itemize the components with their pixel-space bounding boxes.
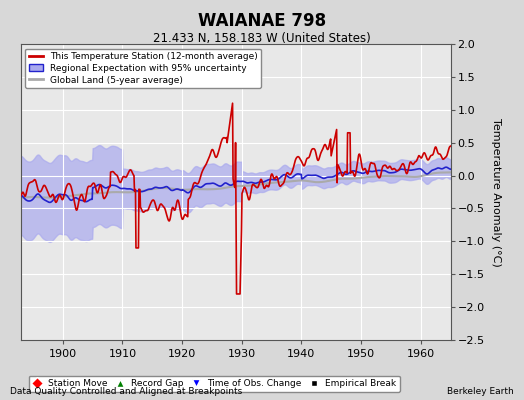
Text: WAIANAE 798: WAIANAE 798 — [198, 12, 326, 30]
Y-axis label: Temperature Anomaly (°C): Temperature Anomaly (°C) — [492, 118, 501, 266]
Text: Data Quality Controlled and Aligned at Breakpoints: Data Quality Controlled and Aligned at B… — [10, 387, 243, 396]
Text: 21.433 N, 158.183 W (United States): 21.433 N, 158.183 W (United States) — [153, 32, 371, 45]
Text: Berkeley Earth: Berkeley Earth — [447, 387, 514, 396]
Legend: Station Move, Record Gap, Time of Obs. Change, Empirical Break: Station Move, Record Gap, Time of Obs. C… — [29, 376, 400, 392]
